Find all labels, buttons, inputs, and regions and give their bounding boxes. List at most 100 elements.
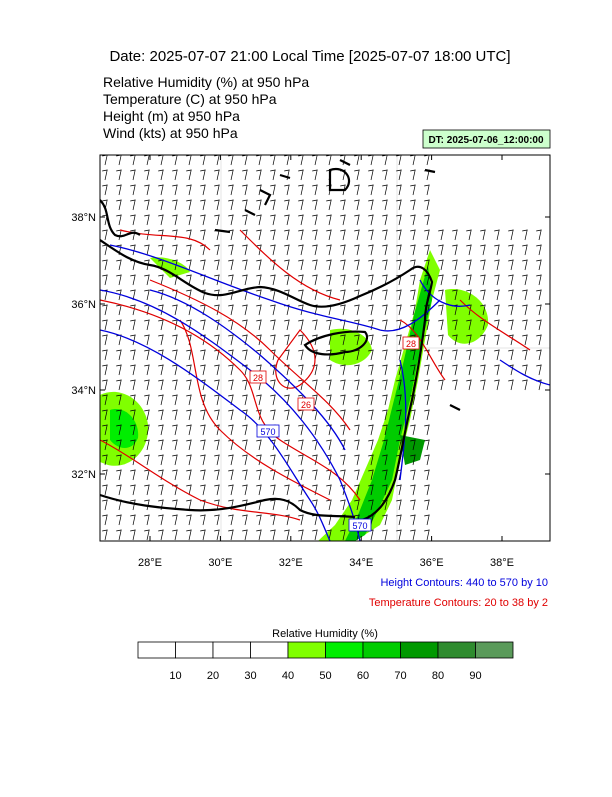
wind-barb bbox=[102, 394, 108, 406]
wind-barb bbox=[284, 184, 290, 196]
wind-barb bbox=[536, 229, 542, 241]
wind-barb bbox=[144, 184, 150, 196]
wind-barb bbox=[144, 484, 150, 496]
wind-barb bbox=[396, 424, 402, 436]
wind-barb bbox=[228, 514, 234, 526]
wind-barb bbox=[130, 454, 136, 466]
wind-barb bbox=[340, 289, 346, 301]
wind-barb bbox=[158, 199, 164, 211]
wind-barb bbox=[200, 424, 206, 436]
wind-barb bbox=[228, 274, 234, 286]
wind-barb bbox=[508, 244, 514, 256]
wind-barb bbox=[424, 229, 430, 241]
wind-barb bbox=[284, 484, 290, 496]
wind-barb bbox=[522, 229, 528, 241]
wind-barb bbox=[158, 439, 164, 451]
wind-barb bbox=[200, 214, 206, 226]
wind-barb bbox=[396, 244, 402, 256]
wind-barb bbox=[200, 155, 206, 166]
wind-barb bbox=[284, 244, 290, 256]
colorbar-label: 10 bbox=[169, 670, 181, 682]
wind-barb bbox=[144, 364, 150, 376]
wind-barb bbox=[242, 199, 248, 211]
wind-barb bbox=[382, 349, 388, 361]
wind-barb bbox=[326, 184, 332, 196]
wind-barb bbox=[396, 184, 402, 196]
wind-barb bbox=[102, 379, 108, 391]
wind-barb bbox=[438, 229, 444, 241]
wind-barb bbox=[340, 454, 346, 466]
wind-barb bbox=[340, 229, 346, 241]
wind-barb bbox=[382, 529, 388, 541]
wind-barb bbox=[354, 244, 360, 256]
lon-label: 34°E bbox=[349, 557, 373, 569]
colorbar-label: 80 bbox=[432, 670, 444, 682]
colorbar-swatch bbox=[437, 641, 476, 659]
wind-barb bbox=[410, 439, 416, 451]
humidity-area bbox=[400, 435, 425, 465]
wind-barbs bbox=[102, 155, 542, 541]
contour-label: 28 bbox=[253, 373, 263, 383]
wind-barb bbox=[452, 229, 458, 241]
wind-barb bbox=[186, 514, 192, 526]
wind-barb bbox=[410, 274, 416, 286]
colorbar-title: Relative Humidity (%) bbox=[272, 628, 378, 640]
wind-barb bbox=[270, 229, 276, 241]
wind-barb bbox=[214, 214, 220, 226]
wind-barb bbox=[480, 274, 486, 286]
colorbar-swatch bbox=[400, 641, 439, 659]
wind-barb bbox=[172, 184, 178, 196]
wind-barb bbox=[410, 214, 416, 226]
wind-barb bbox=[116, 364, 122, 376]
wind-barb bbox=[354, 214, 360, 226]
wind-barb bbox=[130, 155, 136, 166]
wind-barb bbox=[368, 155, 374, 166]
wind-barb bbox=[102, 409, 108, 421]
wind-barb bbox=[410, 529, 416, 541]
wind-barb bbox=[326, 439, 332, 451]
wind-barb bbox=[200, 514, 206, 526]
wind-barb bbox=[242, 394, 248, 406]
wind-barb bbox=[536, 349, 542, 361]
wind-barb bbox=[536, 304, 542, 316]
header-line: Height (m) at 950 hPa bbox=[103, 108, 240, 124]
wind-barb bbox=[466, 349, 472, 361]
wind-barb bbox=[214, 499, 220, 511]
wind-barb bbox=[228, 379, 234, 391]
wind-barb bbox=[410, 199, 416, 211]
wind-barb bbox=[270, 454, 276, 466]
humidity-area bbox=[110, 409, 139, 448]
wind-barb bbox=[144, 199, 150, 211]
wind-barb bbox=[354, 259, 360, 271]
wind-barb bbox=[200, 409, 206, 421]
wind-barb bbox=[410, 244, 416, 256]
wind-barb bbox=[144, 379, 150, 391]
wind-barb bbox=[298, 155, 304, 166]
wind-barb bbox=[354, 379, 360, 391]
wind-barb bbox=[116, 469, 122, 481]
wind-barb bbox=[466, 379, 472, 391]
wind-barb bbox=[382, 289, 388, 301]
lon-label: 32°E bbox=[279, 557, 303, 569]
wind-barb bbox=[326, 214, 332, 226]
wind-barb bbox=[368, 304, 374, 316]
colorbar-swatch bbox=[287, 641, 326, 659]
colorbar-swatch bbox=[137, 641, 176, 659]
wind-barb bbox=[158, 214, 164, 226]
wind-barb bbox=[186, 155, 192, 166]
wind-barb bbox=[508, 259, 514, 271]
wind-barb bbox=[522, 364, 528, 376]
wind-barb bbox=[256, 169, 262, 181]
wind-barb bbox=[102, 259, 108, 271]
wind-barb bbox=[284, 379, 290, 391]
wind-barb bbox=[340, 409, 346, 421]
wind-barb bbox=[242, 484, 248, 496]
wind-barb bbox=[424, 199, 430, 211]
wind-barb bbox=[522, 259, 528, 271]
wind-barb bbox=[270, 214, 276, 226]
wind-barb bbox=[354, 454, 360, 466]
wind-barb bbox=[508, 274, 514, 286]
wind-barb bbox=[214, 529, 220, 541]
wind-barb bbox=[480, 364, 486, 376]
